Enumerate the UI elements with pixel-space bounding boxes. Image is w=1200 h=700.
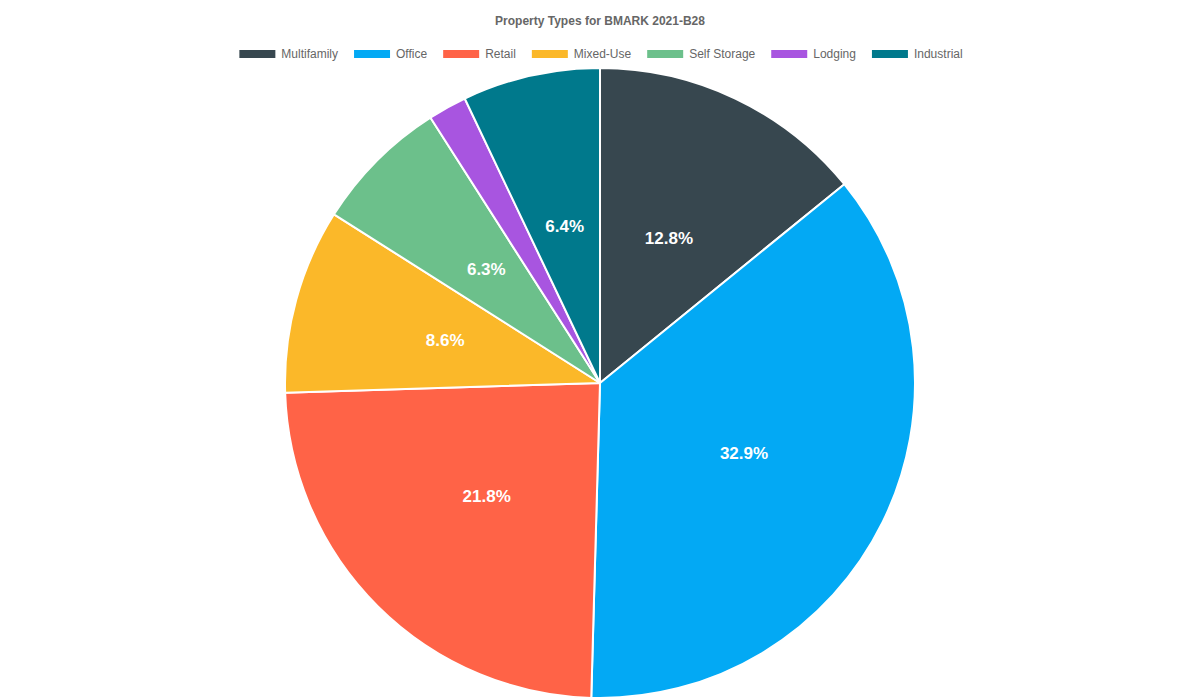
svg-text:6.4%: 6.4%: [545, 217, 584, 236]
svg-text:Property Types for BMARK 2021-: Property Types for BMARK 2021-B28: [495, 14, 705, 28]
svg-text:6.3%: 6.3%: [467, 260, 506, 279]
svg-text:32.9%: 32.9%: [720, 444, 768, 463]
svg-text:12.8%: 12.8%: [645, 229, 693, 248]
svg-text:Industrial: Industrial: [914, 47, 963, 61]
svg-text:Multifamily: Multifamily: [281, 47, 338, 61]
svg-text:Retail: Retail: [485, 47, 516, 61]
svg-text:Self Storage: Self Storage: [689, 47, 755, 61]
svg-text:8.6%: 8.6%: [426, 331, 465, 350]
svg-text:Office: Office: [396, 47, 427, 61]
svg-text:Lodging: Lodging: [813, 47, 856, 61]
svg-text:Mixed-Use: Mixed-Use: [574, 47, 632, 61]
svg-text:21.8%: 21.8%: [463, 487, 511, 506]
